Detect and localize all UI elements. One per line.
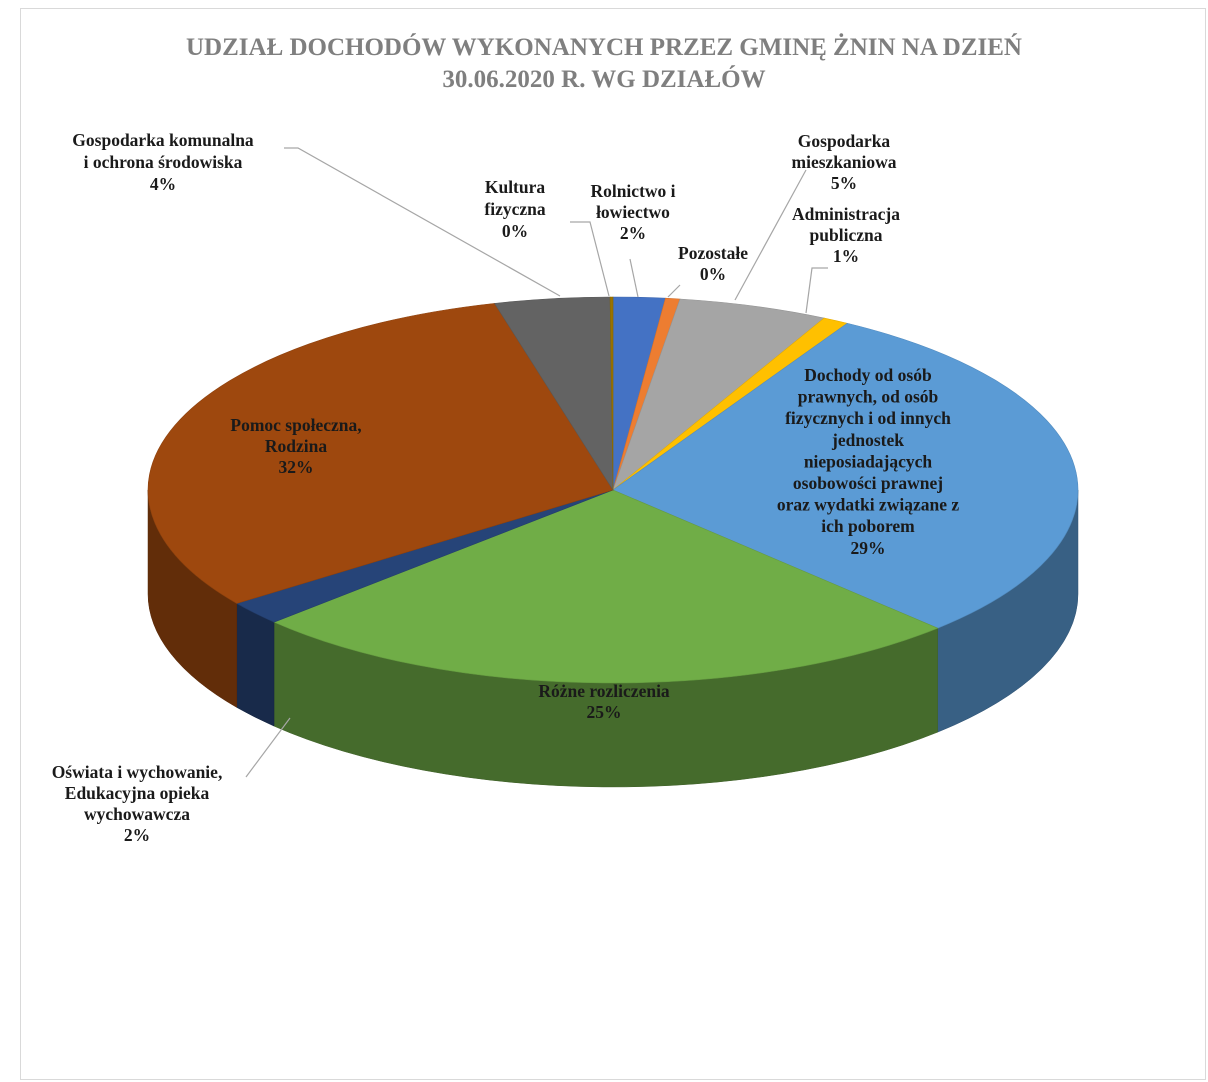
data-label-percent-gospodarka-mieszkaniowa: 5%	[831, 173, 857, 193]
data-label-percent-rolnictwo: 2%	[620, 223, 646, 243]
data-label-gospodarka-komunalna: Gospodarka komunalna	[72, 130, 254, 150]
pie-slice-pomoc-spoleczna	[147, 303, 614, 604]
data-label-percent-dochody-od-osob: 29%	[851, 538, 886, 558]
data-label-dochody-od-osob: Dochody od osób	[804, 365, 932, 385]
data-label-percent-kultura-fizyczna: 0%	[502, 221, 528, 241]
pie-side-oswiata	[236, 603, 275, 727]
data-label-percent-rozne-rozliczenia: 25%	[587, 702, 622, 722]
data-label-oswiata: wychowawcza	[84, 804, 190, 824]
leader-line-pozostale	[667, 284, 681, 298]
leader-line-gospodarka-mieszkaniowa	[734, 169, 807, 301]
data-label-dochody-od-osob: prawnych, od osób	[798, 387, 939, 407]
data-label-administracja: publiczna	[810, 225, 883, 245]
pie-slice-rozne-rozliczenia	[273, 489, 939, 684]
leader-line-rolnictwo	[629, 258, 639, 298]
data-label-dochody-od-osob: osobowości prawnej	[793, 473, 943, 493]
data-label-percent-pozostale: 0%	[700, 264, 726, 284]
chart-title-line-2: 30.06.2020 R. WG DZIAŁÓW	[442, 66, 766, 93]
data-label-percent-gospodarka-komunalna: 4%	[150, 174, 176, 194]
data-label-gospodarka-komunalna: i ochrona środowiska	[84, 152, 243, 172]
data-label-oswiata: Oświata i wychowanie,	[52, 762, 223, 782]
data-label-dochody-od-osob: fizycznych i od innych	[785, 408, 951, 428]
data-label-oswiata: Edukacyjna opieka	[65, 783, 210, 803]
data-label-dochody-od-osob: jednostek	[831, 430, 904, 450]
data-label-dochody-od-osob: oraz wydatki związane z	[777, 495, 959, 515]
data-label-dochody-od-osob: nieposiadających	[804, 451, 933, 471]
data-label-percent-administracja: 1%	[833, 246, 859, 266]
data-label-gospodarka-mieszkaniowa: mieszkaniowa	[792, 152, 897, 172]
pie-slice-kultura-fizyczna	[609, 296, 614, 491]
data-label-rolnictwo: łowiectwo	[596, 202, 670, 222]
data-label-percent-oswiata: 2%	[124, 825, 150, 845]
data-label-kultura-fizyczna: Kultura	[485, 177, 546, 197]
pie-slice-gospodarka-mieszkaniowa	[612, 298, 825, 491]
data-label-rozne-rozliczenia: Różne rozliczenia	[538, 681, 670, 701]
data-label-rolnictwo: Rolnictwo i	[590, 181, 675, 201]
chart-title-line-1: UDZIAŁ DOCHODÓW WYKONANYCH PRZEZ GMINĘ Ż…	[186, 34, 1022, 61]
data-label-pomoc-spoleczna: Rodzina	[265, 436, 327, 456]
leader-line-gospodarka-komunalna	[284, 147, 561, 297]
data-label-pomoc-spoleczna: Pomoc społeczna,	[230, 415, 361, 435]
data-label-administracja: Administracja	[792, 204, 900, 224]
data-label-kultura-fizyczna: fizyczna	[484, 199, 545, 219]
data-label-dochody-od-osob: ich poborem	[821, 516, 915, 536]
pie-slice-dochody-od-osob	[612, 322, 1079, 629]
leader-line-administracja	[805, 267, 828, 314]
leader-line-kultura-fizyczna	[570, 221, 610, 297]
data-label-gospodarka-mieszkaniowa: Gospodarka	[798, 131, 891, 151]
data-label-percent-pomoc-spoleczna: 32%	[279, 457, 314, 477]
leader-line-oswiata	[245, 717, 291, 778]
data-label-pozostale: Pozostałe	[678, 243, 748, 263]
